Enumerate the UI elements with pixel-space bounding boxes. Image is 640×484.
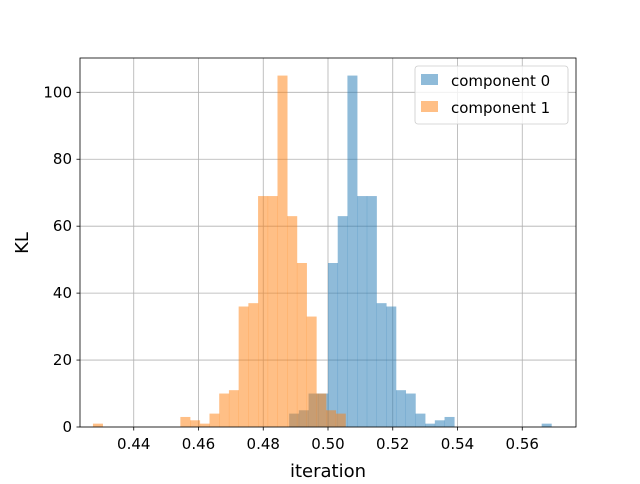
histogram-bar-component-0	[425, 423, 436, 427]
x-tick-label: 0.56	[506, 435, 539, 453]
y-tick-label: 60	[53, 217, 72, 235]
histogram-bar-component-1	[219, 393, 230, 427]
histogram-bar-component-1	[326, 410, 337, 427]
histogram-bar-component-1	[277, 75, 288, 428]
y-tick-label: 20	[53, 351, 72, 369]
histogram-bar-component-1	[267, 196, 278, 427]
axis-ticks: 0.44 0.46 0.48 0.50 0.52 0.54 0.56 0 20 40 60 80 100	[43, 83, 539, 453]
histogram-bar-component-0	[337, 216, 348, 427]
x-tick-label: 0.54	[441, 435, 474, 453]
histogram-bar-component-0	[415, 413, 426, 427]
histogram-bar-component-1	[296, 263, 307, 427]
histogram-bar-component-0	[357, 196, 368, 427]
histogram-bar-component-1	[238, 306, 249, 427]
x-tick-label: 0.50	[311, 435, 344, 453]
legend-label-component-1: component 1	[451, 99, 550, 117]
legend-box	[414, 65, 569, 125]
histogram-bar-component-1	[209, 413, 220, 427]
histogram-bar-component-0	[541, 423, 552, 427]
histogram-bar-component-0	[444, 416, 455, 427]
histogram-bar-component-1	[248, 303, 259, 427]
histogram-bar-component-1	[190, 420, 201, 427]
histogram-bar-component-1	[306, 316, 317, 427]
histogram-bar-component-1	[335, 413, 346, 427]
histogram-bar-component-1	[228, 390, 239, 427]
histogram-bar-component-0	[328, 263, 339, 427]
y-tick-label: 0	[62, 418, 72, 436]
y-axis-label: KL	[12, 232, 33, 254]
y-tick-label: 100	[43, 83, 72, 101]
histogram-bar-component-0	[405, 393, 416, 427]
x-tick-label: 0.48	[247, 435, 280, 453]
x-axis-label: iteration	[290, 461, 366, 480]
histogram-bar-component-1	[258, 196, 269, 427]
histogram-bar-component-0	[386, 306, 397, 427]
x-tick-label: 0.44	[117, 435, 150, 453]
x-tick-label: 0.52	[376, 435, 409, 453]
y-tick-label: 40	[53, 284, 72, 302]
histogram-bar-component-0	[376, 303, 387, 427]
histogram-bar-component-1	[180, 416, 191, 427]
legend: component 0 component 1	[414, 65, 569, 125]
x-tick-label: 0.46	[182, 435, 215, 453]
histogram-bar-component-1	[316, 393, 327, 427]
histogram-bar-component-1	[199, 423, 210, 427]
legend-swatch-component-0	[421, 74, 438, 85]
legend-label-component-0: component 0	[451, 72, 550, 90]
histogram-bar-component-0	[347, 75, 358, 428]
histogram-bar-component-0	[434, 420, 445, 427]
histogram-bar-component-0	[395, 390, 407, 427]
legend-swatch-component-1	[421, 101, 438, 112]
histogram-bar-component-1	[287, 216, 298, 427]
histogram-bar-component-1	[92, 423, 103, 427]
y-tick-label: 80	[53, 150, 72, 168]
histogram-bar-component-0	[366, 196, 377, 427]
histogram-bars	[92, 75, 552, 428]
